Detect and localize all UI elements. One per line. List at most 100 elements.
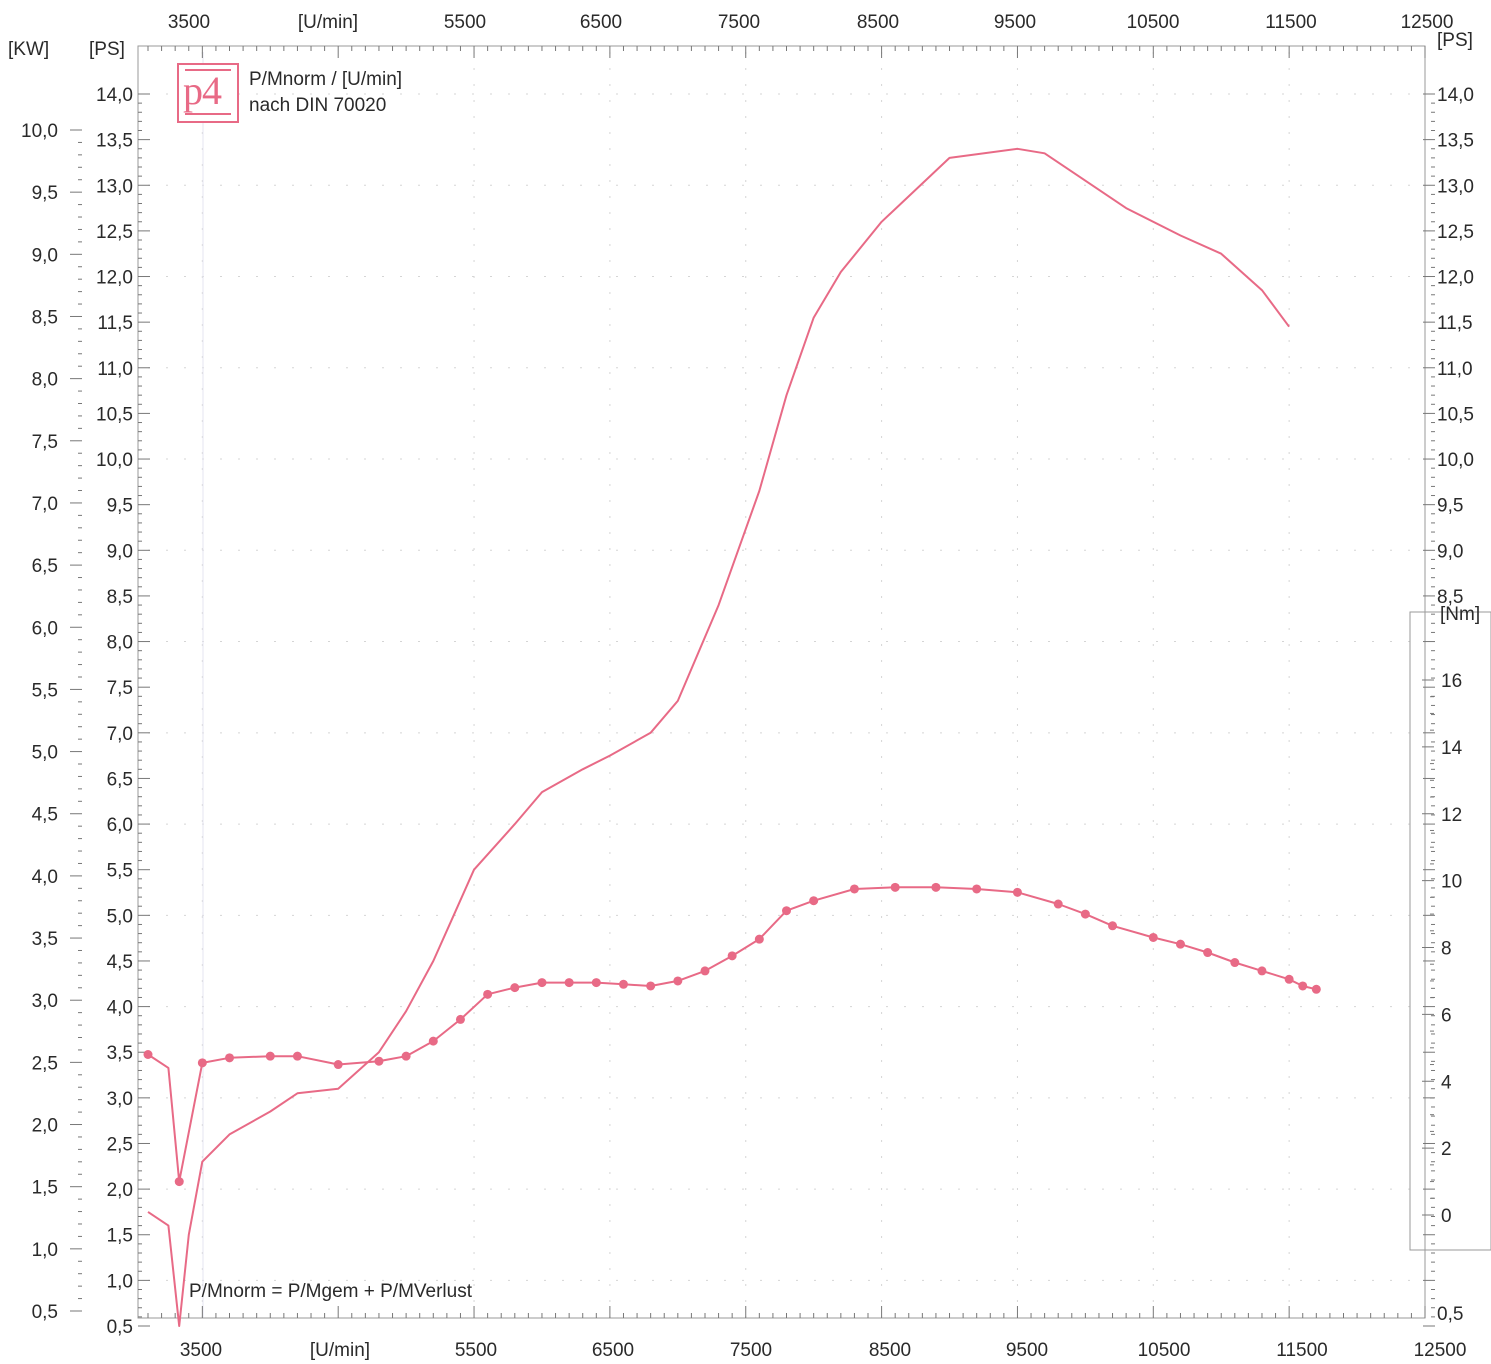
ps-tick-label: 11,0: [97, 359, 133, 380]
ps-tick-label: 1,0: [107, 1271, 133, 1292]
ps-tick-label: 12,5: [96, 222, 133, 243]
nm-tick-label: 2: [1441, 1139, 1452, 1160]
axes: [70, 46, 1435, 1327]
torque-data-point: [197, 1058, 207, 1068]
ps-tick-label: 0,5: [107, 1317, 133, 1338]
legend-line-2: nach DIN 70020: [249, 95, 387, 116]
ps-tick-label: 10,0: [96, 450, 133, 471]
ps-tick-label: 3,0: [107, 1089, 133, 1110]
torque-data-point: [700, 966, 710, 976]
kw-tick-label: 0,5: [32, 1302, 58, 1323]
torque-data-point: [1053, 899, 1063, 909]
x-bottom-tick-label: 5500: [455, 1340, 497, 1361]
legend-line-1: P/Mnorm / [U/min]: [249, 69, 403, 90]
torque-data-point: [374, 1056, 384, 1066]
torque-data-point: [727, 951, 737, 961]
right-ps-tick-label: 13,0: [1437, 176, 1474, 197]
torque-data-point: [1257, 966, 1267, 976]
series-lines: [143, 147, 1321, 1327]
torque-data-point: [591, 978, 601, 988]
logo-text: p4: [183, 68, 222, 113]
ps-tick-label: 1,5: [107, 1226, 133, 1247]
torque-data-point: [292, 1051, 302, 1061]
kw-tick-label: 4,5: [32, 805, 58, 826]
x-bottom-tick-label: 11500: [1276, 1340, 1327, 1361]
ps-tick-label: 4,0: [107, 998, 133, 1019]
x-bottom-tick-label: 10500: [1138, 1340, 1191, 1361]
ps-tick-label: 5,5: [107, 861, 133, 882]
ps-tick-label: 6,5: [107, 769, 133, 790]
torque-data-point: [1203, 948, 1213, 958]
kw-tick-label: 3,0: [32, 991, 58, 1012]
right-ps-tick-label: 10,0: [1437, 450, 1474, 471]
x-bottom-tick-label: 7500: [730, 1340, 772, 1361]
x-bottom-tick-label: 6500: [592, 1340, 634, 1361]
torque-data-point: [1298, 981, 1308, 991]
nm-tick-label: 12: [1441, 805, 1462, 826]
nm-tick-label: 0: [1441, 1206, 1452, 1227]
torque-data-point: [265, 1051, 275, 1061]
kw-tick-label: 3,5: [32, 929, 58, 950]
torque-data-point: [1230, 958, 1240, 968]
torque-data-point: [401, 1051, 411, 1061]
kw-tick-label: 7,5: [32, 432, 58, 453]
kw-tick-label: 6,0: [32, 618, 58, 639]
nm-tick-label: 4: [1441, 1072, 1452, 1093]
x-bottom-tick-label: 12500: [1414, 1340, 1467, 1361]
kw-tick-label: 8,5: [32, 307, 58, 328]
torque-data-point: [564, 978, 574, 988]
torque-data-point: [754, 934, 764, 944]
nm-tick-label: 6: [1441, 1005, 1452, 1026]
right-ps-tick-label: 13,5: [1437, 131, 1474, 152]
ps-tick-label: 8,0: [107, 633, 133, 654]
kw-tick-label: 6,5: [32, 556, 58, 577]
ps-unit-label: [PS]: [89, 39, 125, 60]
x-top-tick-label: 3500: [168, 12, 210, 33]
legend: P/Mnorm / [U/min] nach DIN 70020: [249, 67, 402, 119]
ps-tick-label: 7,0: [107, 724, 133, 745]
right-ps-tick-label: 12,5: [1437, 222, 1474, 243]
kw-tick-label: 7,0: [32, 494, 58, 515]
formula-text: P/Mnorm = P/Mgem + P/MVerlust: [189, 1281, 472, 1302]
kw-tick-label: 10,0: [21, 121, 58, 142]
kw-tick-label: 1,5: [32, 1178, 58, 1199]
grid-dots: [148, 52, 1426, 1318]
right-ps-tick-label: 9,5: [1437, 496, 1463, 517]
kw-tick-label: 5,5: [32, 680, 58, 701]
ps-tick-label: 2,0: [107, 1180, 133, 1201]
torque-data-point: [673, 976, 683, 986]
torque-data-point: [483, 989, 493, 999]
kw-tick-label: 8,0: [32, 370, 58, 391]
torque-data-point: [225, 1053, 235, 1063]
x-bottom-tick-label: 9500: [1006, 1340, 1048, 1361]
x-top-tick-label: 10500: [1127, 12, 1180, 33]
ps-tick-label: 3,5: [107, 1043, 133, 1064]
torque-data-point: [537, 978, 547, 988]
torque-data-point: [849, 884, 859, 894]
ps-tick-label: 4,5: [107, 952, 133, 973]
torque-data-point: [1148, 932, 1158, 942]
ps-tick-label: 8,5: [107, 587, 133, 608]
axis-labels: 3500 3500 5500 5500 6500 6500 7500 7500 8500 8500…: [8, 12, 1480, 1361]
kw-tick-label: 4,0: [32, 867, 58, 888]
right-ps-tick-label: 8,5: [1437, 587, 1463, 608]
torque-data-point: [890, 882, 900, 892]
x-top-tick-label: 9500: [994, 12, 1036, 33]
x-bottom-tick-label: 3500: [180, 1340, 222, 1361]
torque-data-point: [618, 979, 628, 989]
power-series-line: [147, 147, 1290, 1327]
nm-tick-label: 10: [1441, 872, 1462, 893]
torque-data-point: [972, 884, 982, 894]
torque-data-point: [1108, 921, 1118, 931]
nm-tick-label: 16: [1441, 671, 1462, 692]
torque-data-point: [1080, 909, 1090, 919]
kw-tick-label: 1,0: [32, 1240, 58, 1261]
kw-unit-label: [KW]: [8, 39, 49, 60]
torque-data-point: [1284, 974, 1294, 984]
nm-tick-label: 8: [1441, 939, 1452, 960]
x-bottom-tick-label: 8500: [869, 1340, 911, 1361]
torque-data-point: [510, 983, 520, 993]
torque-data-point: [1012, 887, 1022, 897]
torque-data-point: [646, 981, 656, 991]
